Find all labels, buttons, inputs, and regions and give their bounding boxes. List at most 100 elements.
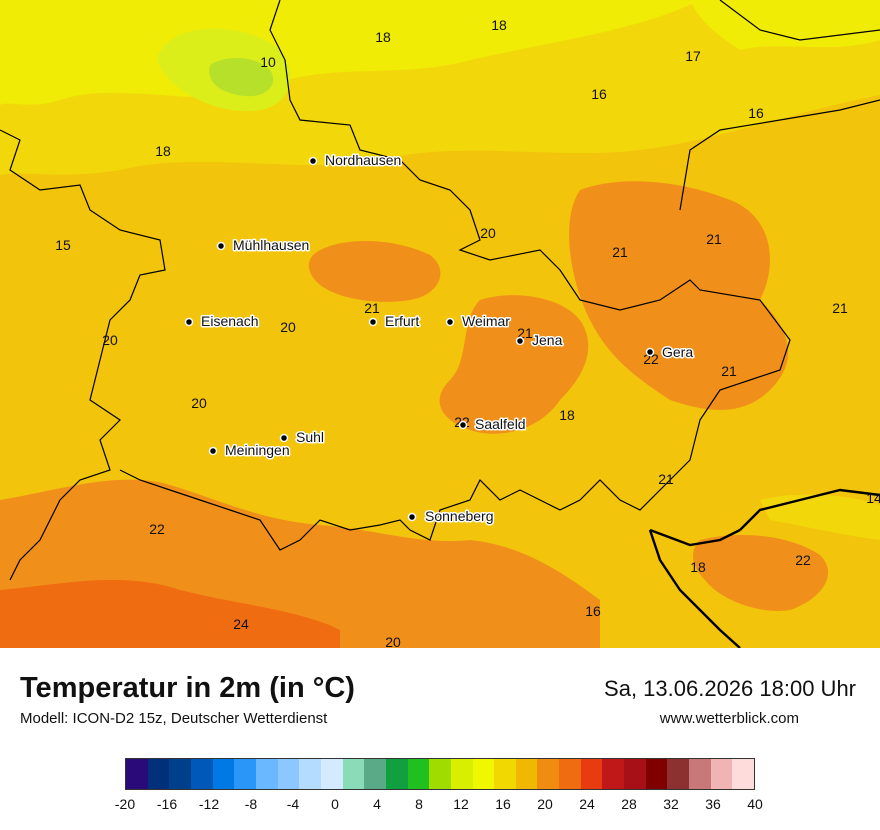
color-swatch	[624, 759, 646, 789]
color-swatch	[277, 759, 300, 789]
city-marker	[445, 317, 455, 327]
value-label: 21	[658, 471, 674, 487]
value-label: 22	[149, 521, 165, 537]
color-swatch	[385, 759, 408, 789]
city-marker	[515, 336, 525, 346]
color-scale-tick-label: -4	[286, 796, 300, 812]
color-swatch	[429, 759, 451, 789]
city-muehlhausen: Mühlhausen	[216, 236, 311, 255]
color-swatch	[126, 759, 148, 789]
temperature-zone-saale-warm	[439, 295, 589, 434]
value-label: 20	[480, 225, 496, 241]
color-swatch	[602, 759, 625, 789]
color-scale-tick-label: -16	[156, 796, 178, 812]
city-marker	[279, 433, 289, 443]
city-marker	[458, 420, 468, 430]
value-label: 18	[375, 29, 391, 45]
value-label: 20	[280, 319, 296, 335]
city-label: Mühlhausen	[233, 237, 309, 253]
value-label: 21	[612, 244, 628, 260]
value-label: 10	[260, 54, 276, 70]
value-label: 18	[559, 407, 575, 423]
city-nordhausen: Nordhausen	[308, 151, 403, 170]
temperature-zone-erfurt-warm	[308, 240, 441, 302]
state-border-west	[0, 129, 166, 581]
model-info: Modell: ICON-D2 15z, Deutscher Wetterdie…	[20, 710, 328, 727]
color-swatch	[342, 759, 365, 789]
value-label: 21	[364, 300, 380, 316]
city-marker	[208, 446, 218, 456]
city-label: Erfurt	[385, 313, 419, 329]
temperature-zone-southeast-cool	[760, 494, 880, 540]
city-label: Sonneberg	[425, 508, 494, 524]
city-marker	[308, 156, 318, 166]
temperature-zone-cold-core	[209, 58, 274, 97]
temperature-zone-south-hot	[0, 579, 340, 648]
color-scale-tick-label: 28	[621, 796, 637, 812]
color-swatch	[472, 759, 495, 789]
value-label: 21	[706, 231, 722, 247]
temperature-zone-southeast-warm	[693, 535, 829, 611]
city-gera: Gera	[645, 343, 695, 362]
value-label: 16	[585, 603, 601, 619]
color-swatch	[494, 759, 516, 789]
national-border-right	[739, 488, 880, 531]
city-erfurt: Erfurt	[368, 312, 421, 331]
city-marker	[184, 317, 194, 327]
city-label: Eisenach	[201, 313, 259, 329]
city-label: Jena	[532, 332, 563, 348]
value-label: 18	[155, 143, 171, 159]
map-title: Temperatur in 2m (in °C)	[20, 672, 355, 704]
color-swatch	[450, 759, 473, 789]
color-scale-tick-label: 8	[415, 796, 423, 812]
color-scale-bar	[125, 758, 755, 790]
national-border-left	[648, 529, 741, 648]
value-label: 17	[685, 48, 701, 64]
value-label: 21	[721, 363, 737, 379]
city-label: Weimar	[462, 313, 510, 329]
color-scale-ticks: -20 -16 -12 -8 -4 0 4 8 12 16 20 24 28 32 36 40	[115, 796, 763, 816]
color-swatch	[559, 759, 581, 789]
color-swatch	[667, 759, 690, 789]
city-marker	[368, 317, 378, 327]
city-label: Nordhausen	[325, 152, 401, 168]
color-scale-tick-label: 0	[331, 796, 339, 812]
value-label: 20	[102, 332, 118, 348]
website-link[interactable]: www.wetterblick.com	[659, 710, 799, 727]
value-label: 16	[591, 86, 607, 102]
city-sonneberg: Sonneberg	[407, 507, 495, 526]
color-swatch	[147, 759, 170, 789]
map-footer: Temperatur in 2m (in °C) Sa, 13.06.2026 …	[0, 648, 880, 830]
color-scale-tick-label: 40	[747, 796, 763, 812]
color-swatch	[255, 759, 278, 789]
value-label: 20	[191, 395, 207, 411]
value-label: 14	[866, 490, 880, 506]
color-scale-tick-label: 4	[373, 796, 381, 812]
national-border-mid	[649, 528, 741, 547]
color-swatch	[364, 759, 386, 789]
value-label: 20	[385, 634, 401, 648]
city-eisenach: Eisenach	[184, 312, 260, 331]
city-label: Meiningen	[225, 442, 290, 458]
color-scale-tick-label: 20	[537, 796, 553, 812]
value-label: 18	[690, 559, 706, 575]
color-swatch	[299, 759, 321, 789]
city-saalfeld: Saalfeld	[458, 415, 527, 434]
color-swatch	[645, 759, 668, 789]
color-swatch	[689, 759, 711, 789]
color-scale-tick-label: 12	[453, 796, 469, 812]
city-jena: Jena	[515, 331, 564, 350]
color-scale-tick-label: -12	[198, 796, 220, 812]
color-swatch	[515, 759, 538, 789]
color-swatch	[234, 759, 256, 789]
city-label: Gera	[662, 344, 693, 360]
color-swatch	[732, 759, 755, 789]
city-marker	[645, 347, 655, 357]
color-scale-tick-label: -20	[114, 796, 136, 812]
temperature-map: 18 18 17 10 16 16 18 15 20 21 21 21 21 2…	[0, 0, 880, 648]
value-label: 15	[55, 237, 71, 253]
color-swatch	[320, 759, 343, 789]
city-weimar: Weimar	[445, 312, 512, 331]
city-marker	[216, 241, 226, 251]
value-label: 16	[748, 105, 764, 121]
